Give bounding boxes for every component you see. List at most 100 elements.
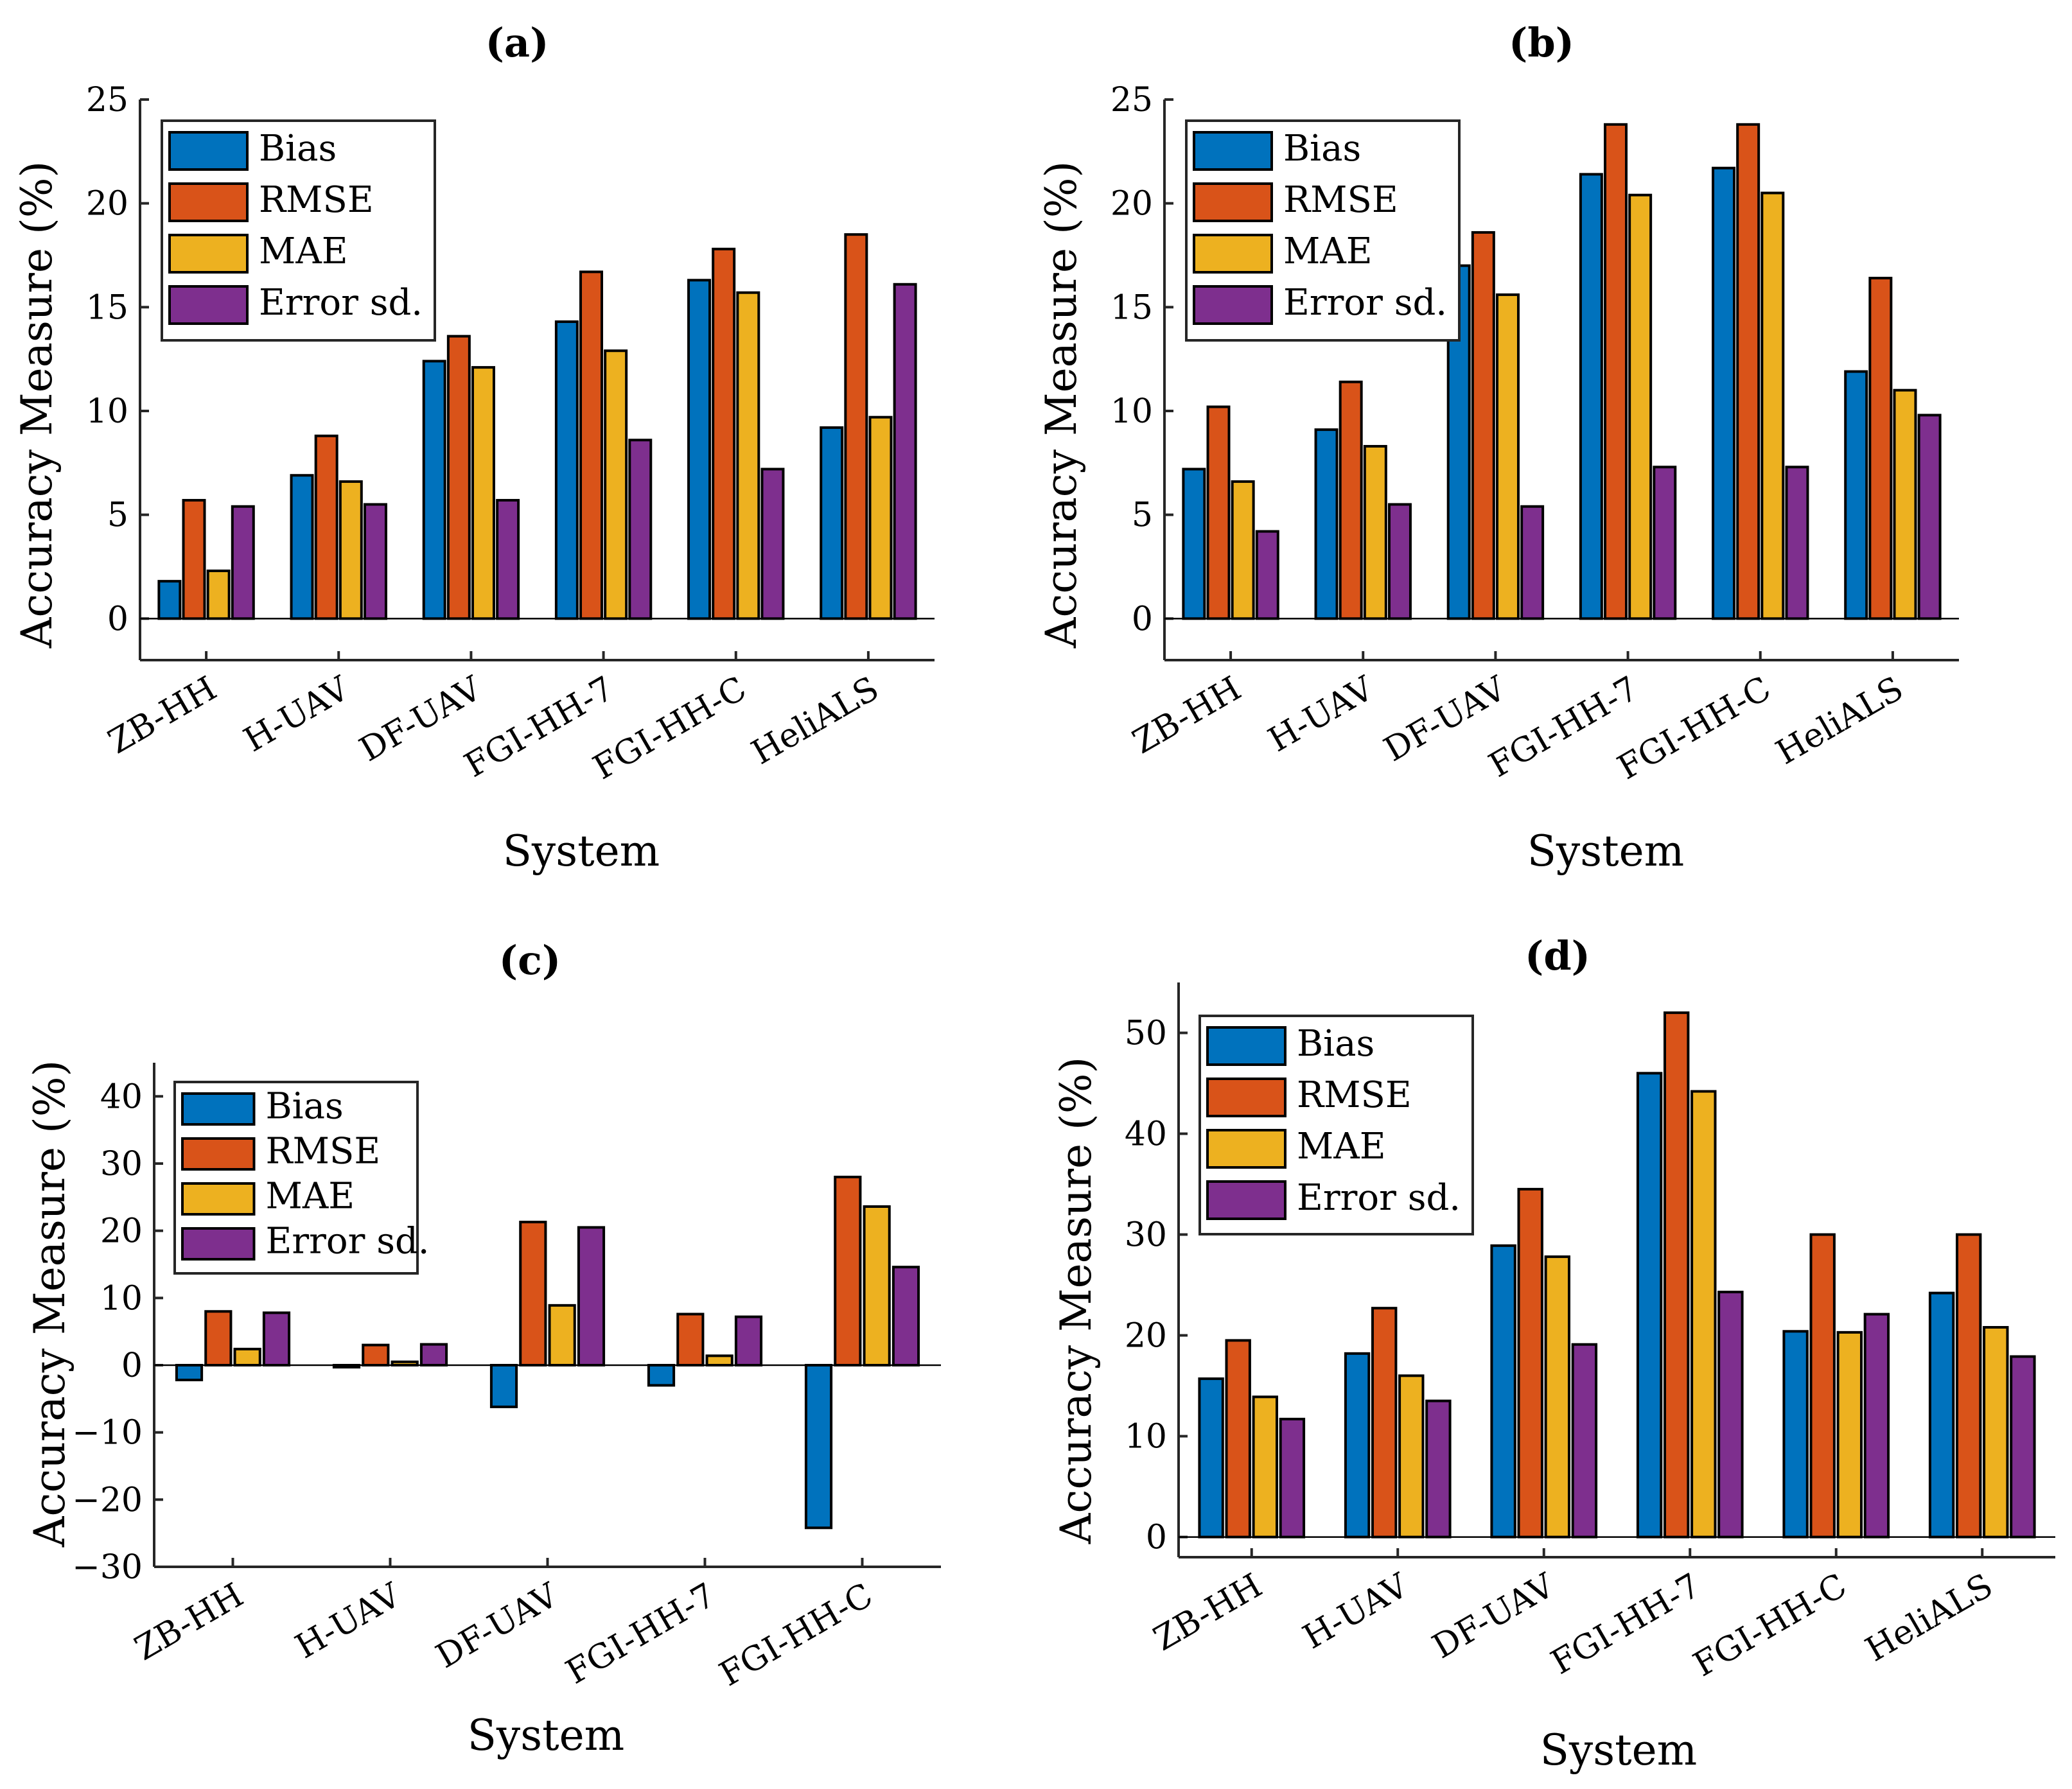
bar-error-sd-zb-hh [262,1311,291,1366]
y-tick-label: 40 [1125,1115,1167,1154]
y-tick-label: −20 [72,1481,143,1519]
y-tick-label: 10 [86,392,128,431]
y-tick-label: 5 [1132,496,1153,535]
bar-error-sd-fgi-hh-7 [1717,1291,1744,1539]
bar-error-sd-df-uav [1571,1343,1598,1539]
legend-swatch-mae [1206,1129,1286,1169]
bar-rmse-h-uav [1371,1307,1398,1539]
y-tick-label: 10 [100,1279,143,1318]
bar-rmse-df-uav [1517,1187,1543,1539]
bar-rmse-fgi-hh-c [712,247,736,620]
chart-title: (b) [1509,19,1574,66]
bar-bias-helials [1928,1291,1955,1539]
bar-mae-h-uav [1398,1374,1425,1539]
bar-bias-df-uav [1490,1244,1516,1539]
y-axis-label: Accuracy Measure (%) [1037,161,1086,649]
bar-mae-fgi-hh-c [1760,191,1785,620]
bar-bias-df-uav [422,360,446,620]
y-axis-label: Accuracy Measure (%) [25,1060,75,1548]
y-tick-label: 30 [1125,1216,1167,1255]
bar-mae-fgi-hh-7 [1628,193,1653,620]
bar-error-sd-h-uav [1425,1399,1452,1539]
bar-error-sd-fgi-hh-c [1785,466,1809,620]
bar-mae-zb-hh [1252,1395,1278,1539]
bar-error-sd-h-uav [419,1343,448,1366]
legend: Bias RMSE MAE Error sd. [161,119,436,342]
y-tick-label: 30 [100,1145,143,1183]
chart-panel-b: (b) System Accuracy Measure (%) 0 5 10 15 20… [1037,19,1959,876]
y-tick-label: 15 [86,288,128,327]
bar-error-sd-zb-hh [1255,530,1279,620]
bar-rmse-zb-hh [182,499,206,620]
legend: Bias RMSE MAE Error sd. [1198,1015,1474,1235]
bar-mae-df-uav [548,1304,576,1367]
y-tick-label: 15 [1111,288,1153,327]
x-axis-label: System [468,1711,625,1760]
bar-rmse-helials [844,233,868,620]
bar-mae-zb-hh [233,1347,261,1366]
bar-rmse-df-uav [446,335,471,620]
bar-rmse-fgi-hh-7 [1604,123,1628,620]
bar-mae-h-uav [1363,444,1387,620]
legend-swatch-rmse [181,1137,256,1171]
legend-label-rmse: RMSE [1283,179,1398,221]
bar-mae-df-uav [471,366,495,620]
bar-bias-fgi-hh-c [1712,166,1736,620]
legend-swatch-bias [1193,131,1273,171]
bar-bias-zb-hh [1198,1377,1224,1539]
bar-rmse-zb-hh [204,1310,233,1367]
bar-error-sd-df-uav [577,1226,606,1367]
legend-label-error-sd: Error sd. [259,282,423,324]
legend-label-error-sd: Error sd. [1297,1177,1461,1219]
bar-rmse-fgi-hh-7 [579,270,604,620]
legend-swatch-error-sd [1193,285,1273,325]
bar-bias-h-uav [290,474,314,620]
bar-bias-zb-hh [1182,467,1206,620]
bar-mae-h-uav [338,480,363,620]
bar-mae-helials [1983,1326,2009,1539]
legend-swatch-mae [1193,234,1273,274]
legend-label-mae: MAE [266,1176,355,1217]
bar-mae-fgi-hh-7 [1690,1090,1717,1539]
bar-error-sd-helials [1917,414,1942,620]
y-tick-label: 40 [100,1078,143,1116]
bar-error-sd-fgi-hh-c [891,1266,920,1366]
bar-bias-fgi-hh-c [804,1364,833,1530]
y-tick-label: 0 [121,1347,143,1385]
y-tick-label: 20 [1125,1317,1167,1356]
legend-label-rmse: RMSE [259,179,374,221]
y-tick-label: −10 [72,1414,143,1453]
bar-rmse-fgi-hh-7 [676,1313,705,1367]
bar-error-sd-df-uav [496,499,520,620]
bar-bias-h-uav [1344,1352,1371,1539]
bar-error-sd-h-uav [1387,503,1412,620]
bar-mae-df-uav [1544,1255,1570,1539]
bar-mae-fgi-hh-7 [705,1354,733,1367]
legend-swatch-bias [181,1092,256,1126]
bar-rmse-fgi-hh-c [1736,123,1760,620]
bar-rmse-zb-hh [1206,405,1231,620]
legend-label-rmse: RMSE [266,1131,381,1173]
bar-bias-df-uav [489,1364,518,1408]
bar-error-sd-zb-hh [1279,1417,1306,1539]
bar-error-sd-zb-hh [231,505,255,620]
bar-rmse-fgi-hh-7 [1664,1011,1690,1539]
bar-error-sd-fgi-hh-7 [628,439,653,620]
legend-swatch-bias [1206,1026,1286,1066]
y-tick-label: 25 [86,81,128,119]
bar-rmse-fgi-hh-c [1809,1233,1836,1539]
chart-panel-a: (a) System Accuracy Measure (%) 0 5 10 15 20… [12,19,935,876]
y-tick-label: 0 [1132,600,1153,638]
legend-swatch-rmse [168,182,249,222]
bar-error-sd-fgi-hh-7 [734,1315,763,1366]
bar-rmse-h-uav [1339,380,1363,620]
bar-error-sd-df-uav [1520,505,1545,620]
bar-rmse-helials [1868,277,1893,620]
bar-bias-fgi-hh-7 [1579,173,1603,620]
y-tick-label: 25 [1111,81,1153,119]
bar-mae-zb-hh [1231,480,1255,620]
y-tick-label: 20 [100,1212,143,1251]
legend-swatch-mae [168,234,249,274]
